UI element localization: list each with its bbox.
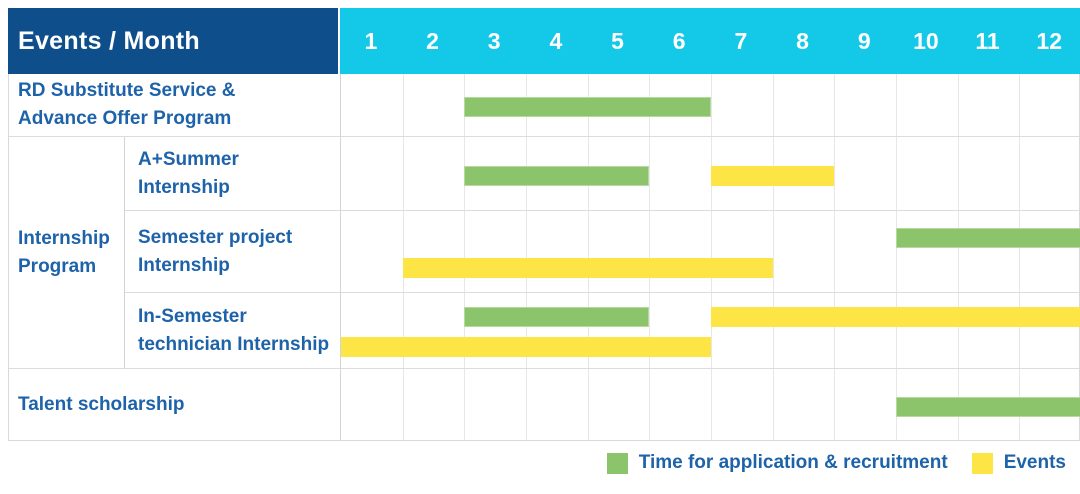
month-gridline bbox=[711, 74, 712, 136]
month-header-9: 9 bbox=[857, 27, 871, 54]
month-gridline bbox=[464, 211, 466, 292]
month-gridline bbox=[772, 293, 774, 368]
month-header-1: 1 bbox=[364, 27, 378, 54]
month-gridline bbox=[896, 211, 897, 292]
table-header-row: Events / Month 1 2 3 4 5 6 7 8 9 10 11 12 bbox=[8, 8, 1080, 74]
month-gridline bbox=[834, 369, 836, 440]
month-header-5: 5 bbox=[611, 27, 624, 54]
label-line: Internship bbox=[18, 227, 110, 249]
gantt-bar-yellow-m7-m8 bbox=[711, 165, 835, 186]
row-timeline-talent-scholarship bbox=[341, 369, 1080, 440]
row-timeline-rd-substitute-service-advance-offer-program bbox=[341, 74, 1080, 137]
row-label-rd-substitute-service-advance-offer-program: RD Substitute Service & Advance Offer Pro… bbox=[9, 74, 341, 137]
month-header-10: 10 bbox=[913, 27, 939, 54]
month-header-strip: 1 2 3 4 5 6 7 8 9 10 11 12 bbox=[340, 8, 1080, 74]
label-line: In-Semester bbox=[138, 305, 247, 327]
label-line: Internship bbox=[138, 176, 230, 198]
schedule-table: Events / Month 1 2 3 4 5 6 7 8 9 10 11 12 RD Substi… bbox=[8, 8, 1080, 441]
month-header-4: 4 bbox=[549, 27, 563, 54]
month-header-8: 8 bbox=[796, 27, 809, 54]
month-header-2: 2 bbox=[426, 27, 439, 54]
header-events-month: Events / Month bbox=[8, 8, 340, 74]
row-label-talent-scholarship: Talent scholarship bbox=[9, 369, 341, 440]
label-line: RD Substitute Service & bbox=[18, 80, 236, 101]
row-label-semester-project-internship: Semester project Internship bbox=[125, 211, 341, 293]
month-gridline bbox=[402, 293, 404, 368]
month-gridline bbox=[834, 74, 836, 136]
gantt-bar-green-m3-m6 bbox=[464, 97, 711, 117]
month-gridline bbox=[464, 293, 466, 368]
row-timeline-a-summer-internship bbox=[341, 137, 1080, 211]
month-gridline bbox=[1019, 74, 1021, 136]
gantt-bar-green-m10-m12 bbox=[896, 227, 1080, 248]
row-label-a-summer-internship: A+Summer Internship bbox=[125, 137, 341, 211]
label-line: Talent scholarship bbox=[18, 393, 185, 415]
month-gridline bbox=[957, 74, 959, 136]
label-line: Advance Offer Program bbox=[18, 108, 232, 129]
month-gridline bbox=[772, 74, 774, 136]
label-line: Internship bbox=[138, 254, 230, 276]
schedule-table-body: RD Substitute Service & Advance Offer Pro… bbox=[8, 74, 1080, 441]
month-gridline bbox=[711, 293, 712, 368]
gantt-bar-yellow-m1-m6 bbox=[341, 336, 711, 357]
label-line: Program bbox=[18, 255, 97, 277]
month-gridline bbox=[711, 211, 712, 292]
row-timeline-semester-project-internship bbox=[341, 211, 1080, 293]
month-gridline bbox=[772, 369, 774, 440]
row-label-in-semester-technician-internship: In-Semester technician Internship bbox=[125, 293, 341, 369]
month-gridline bbox=[587, 293, 589, 368]
month-header-7: 7 bbox=[734, 27, 748, 54]
row-timeline-in-semester-technician-internship bbox=[341, 293, 1080, 369]
month-gridline bbox=[649, 211, 651, 292]
month-gridline bbox=[464, 369, 466, 440]
month-gridline bbox=[526, 211, 527, 292]
label-line: Semester project bbox=[138, 226, 293, 248]
month-gridline bbox=[896, 137, 897, 210]
legend: Time for application & recruitment Events bbox=[606, 452, 1066, 474]
month-gridline bbox=[896, 74, 897, 136]
month-gridline bbox=[834, 137, 836, 210]
legend-swatch-yellow bbox=[971, 452, 993, 474]
month-gridline bbox=[834, 211, 836, 292]
month-header-12: 12 bbox=[1036, 27, 1063, 54]
month-gridline bbox=[1019, 137, 1021, 210]
gantt-bar-green-m3-m5 bbox=[464, 165, 650, 186]
legend-label: Events bbox=[1003, 452, 1066, 473]
gantt-bar-yellow-m2-m7 bbox=[402, 257, 773, 278]
month-gridline bbox=[711, 369, 712, 440]
gantt-bar-green-m10-m12 bbox=[896, 396, 1080, 417]
label-line: A+Summer bbox=[138, 148, 239, 170]
month-gridline bbox=[957, 211, 959, 292]
group-label-internship-program: Internship Program bbox=[9, 137, 125, 369]
legend-item-events: Events bbox=[971, 452, 1066, 474]
month-gridline bbox=[402, 137, 404, 210]
month-gridline bbox=[834, 293, 836, 368]
month-gridline bbox=[957, 293, 959, 368]
month-gridline bbox=[1019, 293, 1021, 368]
gantt-bar-yellow-m7-m12 bbox=[711, 306, 1080, 327]
month-gridline bbox=[402, 211, 404, 292]
month-gridline bbox=[772, 211, 774, 292]
month-gridline bbox=[402, 369, 404, 440]
gantt-bar-green-m3-m5 bbox=[464, 306, 650, 327]
month-gridline bbox=[587, 211, 589, 292]
month-gridline bbox=[402, 74, 404, 136]
month-gridline bbox=[896, 293, 897, 368]
month-header-11: 11 bbox=[975, 27, 1000, 54]
month-gridline bbox=[649, 293, 651, 368]
month-gridline bbox=[957, 137, 959, 210]
legend-swatch-green bbox=[606, 452, 628, 474]
month-gridline bbox=[1019, 211, 1021, 292]
month-header-3: 3 bbox=[487, 27, 501, 54]
month-header-6: 6 bbox=[672, 27, 686, 54]
legend-label: Time for application & recruitment bbox=[638, 452, 948, 473]
month-gridline bbox=[649, 137, 651, 210]
label-line: technician Internship bbox=[138, 333, 330, 355]
month-gridline bbox=[587, 369, 589, 440]
month-gridline bbox=[649, 369, 651, 440]
legend-item-time-for-application-recruitment: Time for application & recruitment bbox=[606, 452, 948, 474]
month-gridline bbox=[526, 293, 527, 368]
month-gridline bbox=[526, 369, 527, 440]
